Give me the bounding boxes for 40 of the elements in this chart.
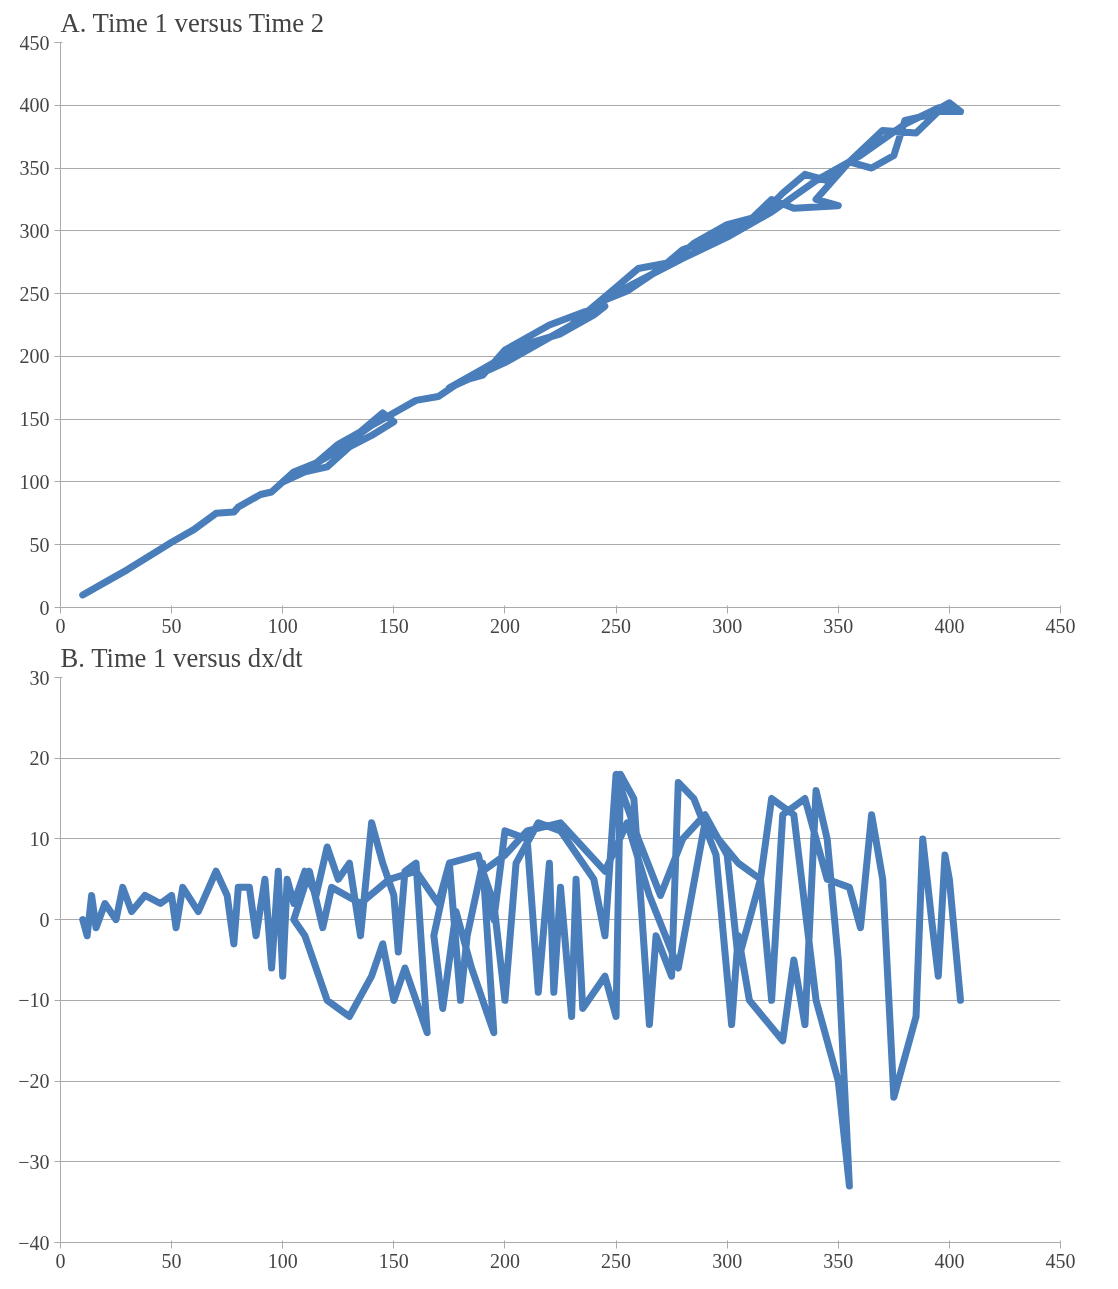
x-tick-label: 0	[55, 614, 66, 637]
y-tick-label: 0	[39, 596, 50, 619]
x-tick-label: 250	[601, 614, 632, 637]
chart-title: B. Time 1 versus dx/dt	[60, 642, 304, 673]
y-tick-label: −10	[18, 989, 50, 1012]
y-tick-label: −30	[18, 1150, 50, 1173]
x-tick-label: 200	[489, 614, 520, 637]
y-tick-label: 400	[19, 94, 50, 117]
y-tick-label: 0	[39, 908, 50, 931]
y-tick-label: 250	[19, 282, 50, 305]
x-tick-label: 250	[601, 1249, 632, 1272]
y-tick-label: −20	[18, 1070, 50, 1093]
x-tick-label: 350	[823, 614, 854, 637]
x-tick-label: 100	[267, 1249, 298, 1272]
x-tick-label: 50	[161, 1249, 182, 1272]
chart-title: A. Time 1 versus Time 2	[60, 7, 325, 38]
x-tick-label: 450	[1045, 614, 1076, 637]
y-tick-label: 20	[29, 747, 50, 770]
y-tick-label: 150	[19, 408, 50, 431]
y-tick-label: 30	[29, 666, 50, 689]
y-tick-label: 50	[29, 533, 50, 556]
x-tick-label: 300	[712, 1249, 743, 1272]
x-tick-label: 450	[1045, 1249, 1076, 1272]
y-tick-label: 450	[19, 31, 50, 54]
x-tick-label: 100	[267, 614, 298, 637]
x-tick-label: 0	[55, 1249, 66, 1272]
x-tick-label: 300	[712, 614, 743, 637]
y-tick-label: 200	[19, 345, 50, 368]
x-tick-label: 200	[489, 1249, 520, 1272]
x-tick-label: 400	[934, 614, 965, 637]
x-tick-label: 150	[378, 1249, 409, 1272]
y-tick-label: 10	[29, 827, 50, 850]
y-tick-label: 300	[19, 219, 50, 242]
x-tick-label: 150	[378, 614, 409, 637]
y-tick-label: −40	[18, 1231, 50, 1254]
x-tick-label: 350	[823, 1249, 854, 1272]
y-tick-label: 350	[19, 157, 50, 180]
y-tick-label: 100	[19, 470, 50, 493]
x-tick-label: 400	[934, 1249, 965, 1272]
x-tick-label: 50	[161, 614, 182, 637]
